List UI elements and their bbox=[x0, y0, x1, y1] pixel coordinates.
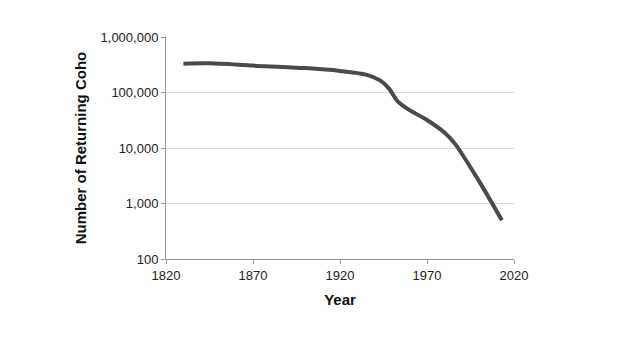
svg-text:100: 100 bbox=[137, 252, 159, 267]
svg-text:2020: 2020 bbox=[500, 268, 529, 283]
svg-text:1,000: 1,000 bbox=[126, 196, 159, 211]
svg-text:10,000: 10,000 bbox=[119, 141, 159, 156]
svg-text:1970: 1970 bbox=[413, 268, 442, 283]
svg-text:Number of Returning Coho: Number of Returning Coho bbox=[72, 52, 89, 244]
svg-text:1920: 1920 bbox=[326, 268, 355, 283]
svg-text:1,000,000: 1,000,000 bbox=[101, 30, 159, 45]
svg-text:Year: Year bbox=[324, 291, 356, 308]
svg-text:1870: 1870 bbox=[239, 268, 268, 283]
svg-text:100,000: 100,000 bbox=[111, 85, 158, 100]
svg-text:1820: 1820 bbox=[152, 268, 181, 283]
